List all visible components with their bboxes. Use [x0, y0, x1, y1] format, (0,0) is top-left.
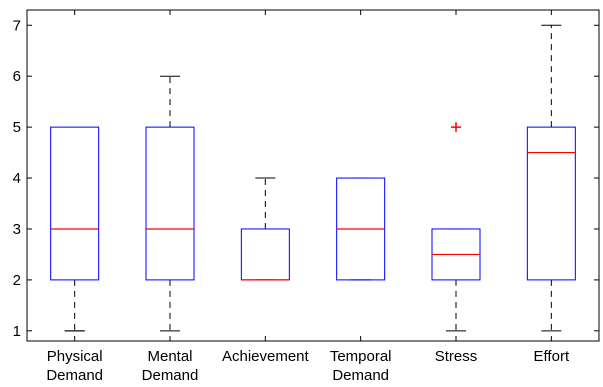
y-tick-label: 4 — [13, 170, 21, 187]
box — [241, 229, 289, 280]
box — [527, 127, 575, 280]
x-category-label-line: Demand — [332, 367, 389, 384]
x-category-label: Effort — [534, 348, 570, 365]
x-category-label-line: Stress — [435, 348, 478, 365]
y-tick-label: 2 — [13, 272, 21, 289]
x-category-label-line: Physical — [47, 348, 103, 365]
x-category-label: Stress — [435, 348, 478, 365]
x-category-label-line: Mental — [147, 348, 192, 365]
y-tick-label: 1 — [13, 323, 21, 340]
x-category-label-line: Effort — [534, 348, 570, 365]
x-category-label-line: Temporal — [330, 348, 392, 365]
box — [51, 127, 99, 280]
x-category-label: Physical Demand — [46, 348, 103, 384]
axes-frame — [27, 10, 599, 341]
y-tick-label: 3 — [13, 221, 21, 238]
plot-area: 1 2 3 4 5 6 7 Physical Demand Mental Demand Achieve… — [13, 10, 599, 384]
x-category-label: Achievement — [222, 348, 310, 365]
x-category-label-line: Demand — [46, 367, 103, 384]
x-category-label-line: Demand — [142, 367, 199, 384]
y-tick-label: 5 — [13, 119, 21, 136]
x-category-label-line: Achievement — [222, 348, 310, 365]
y-tick-label: 7 — [13, 17, 21, 34]
outlier-marker — [451, 122, 461, 132]
y-tick-label: 6 — [13, 68, 21, 85]
x-category-label: Mental Demand — [142, 348, 199, 384]
box — [146, 127, 194, 280]
x-category-label: Temporal Demand — [330, 348, 392, 384]
